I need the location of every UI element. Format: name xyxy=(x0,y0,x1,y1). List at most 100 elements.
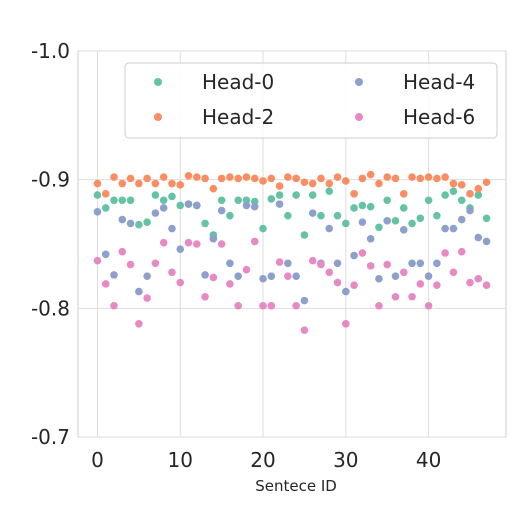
data-point xyxy=(433,281,441,289)
data-point xyxy=(350,281,358,289)
data-point xyxy=(267,301,276,310)
data-point xyxy=(242,201,251,210)
data-point xyxy=(143,218,151,226)
data-point xyxy=(424,196,433,205)
data-point xyxy=(342,319,350,328)
data-point xyxy=(474,233,483,242)
data-point xyxy=(325,179,334,188)
data-point xyxy=(201,219,209,228)
data-point xyxy=(399,204,408,212)
data-point xyxy=(135,319,143,328)
data-point xyxy=(284,259,292,268)
data-point xyxy=(482,214,491,223)
data-point xyxy=(159,173,168,181)
data-point xyxy=(391,217,400,225)
data-point xyxy=(267,195,276,203)
data-point xyxy=(250,237,259,246)
data-point xyxy=(159,196,168,205)
data-point xyxy=(474,191,483,199)
data-point xyxy=(292,272,300,280)
data-point xyxy=(408,259,416,268)
data-point xyxy=(383,196,392,205)
data-point xyxy=(317,174,325,183)
data-point xyxy=(366,202,375,211)
legend-label: Head-4 xyxy=(403,70,475,94)
data-point xyxy=(259,224,267,233)
legend-marker xyxy=(154,113,162,121)
data-point xyxy=(275,191,284,199)
data-point xyxy=(201,292,209,301)
data-point xyxy=(234,174,242,183)
data-point xyxy=(209,184,218,193)
data-point xyxy=(176,201,185,210)
data-point xyxy=(184,238,193,247)
data-point xyxy=(308,209,317,217)
data-point xyxy=(110,173,118,181)
data-point xyxy=(143,272,151,280)
data-point xyxy=(333,173,342,181)
data-point xyxy=(449,179,458,188)
data-point xyxy=(441,191,449,199)
data-point xyxy=(433,211,441,220)
data-point xyxy=(441,249,449,257)
data-point xyxy=(201,271,209,279)
data-point xyxy=(93,256,102,265)
data-point xyxy=(217,174,226,183)
data-point xyxy=(308,191,317,199)
legend-label: Head-6 xyxy=(403,105,475,129)
data-point xyxy=(433,259,441,268)
data-point xyxy=(184,200,193,208)
data-point xyxy=(110,301,118,310)
data-point xyxy=(143,174,151,183)
data-point xyxy=(275,258,284,266)
data-point xyxy=(342,177,350,185)
data-point xyxy=(267,272,276,280)
data-point xyxy=(375,223,383,232)
data-point xyxy=(176,181,185,189)
x-tick-label: 30 xyxy=(333,448,358,472)
data-point xyxy=(391,272,400,280)
data-point xyxy=(192,173,201,181)
data-point xyxy=(399,268,408,277)
data-point xyxy=(358,218,367,226)
data-point xyxy=(325,187,334,196)
data-point xyxy=(433,174,441,183)
data-point xyxy=(159,204,168,212)
data-point xyxy=(449,224,458,233)
data-point xyxy=(217,206,226,215)
legend-item: Head-2 xyxy=(154,105,274,129)
data-point xyxy=(416,214,425,223)
data-point xyxy=(383,217,392,225)
data-point xyxy=(300,326,309,335)
data-point xyxy=(118,196,127,205)
data-point xyxy=(135,287,143,296)
data-point xyxy=(325,224,334,233)
data-point xyxy=(383,173,392,181)
data-point xyxy=(93,208,102,216)
data-point xyxy=(234,196,242,205)
data-point xyxy=(383,260,392,269)
data-point xyxy=(176,278,185,287)
data-point xyxy=(284,211,292,220)
legend-item: Head-0 xyxy=(154,70,274,94)
data-point xyxy=(275,200,284,208)
data-point xyxy=(192,201,201,210)
data-point xyxy=(366,170,375,179)
series-head-6 xyxy=(93,237,491,335)
data-point xyxy=(135,179,143,188)
data-point xyxy=(449,268,458,277)
data-point xyxy=(350,204,358,212)
data-point xyxy=(300,231,309,239)
data-point xyxy=(168,179,176,188)
data-point xyxy=(292,174,300,183)
data-point xyxy=(375,179,383,188)
y-tick-label: -0.9 xyxy=(31,168,70,192)
data-point xyxy=(466,206,474,215)
data-point xyxy=(399,190,408,198)
data-point xyxy=(474,274,483,283)
data-point xyxy=(217,240,226,248)
data-point xyxy=(408,292,416,301)
data-points xyxy=(93,170,491,335)
legend-marker xyxy=(154,78,162,86)
